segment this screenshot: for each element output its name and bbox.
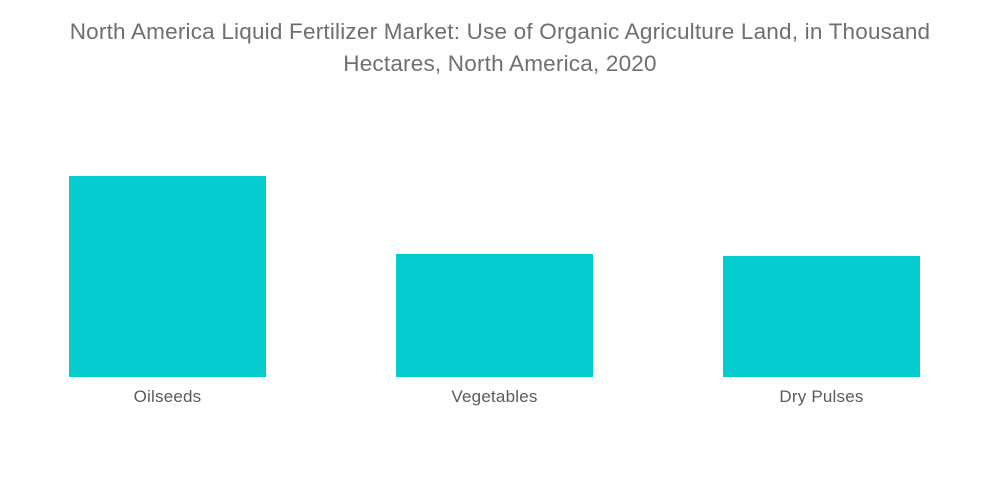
plot-area: Oilseeds Vegetables Dry Pulses bbox=[69, 0, 920, 406]
chart-title-line-1: North America Liquid Fertilizer Market: … bbox=[69, 19, 931, 44]
category-label: Oilseeds bbox=[133, 387, 202, 406]
bar-group-dry-pulses: Dry Pulses bbox=[723, 0, 920, 406]
bar bbox=[723, 256, 920, 377]
chart-title-line-2: Hectares, North America, 2020 bbox=[343, 51, 657, 76]
bar-group-vegetables: Vegetables bbox=[396, 0, 593, 406]
bar bbox=[396, 254, 593, 377]
bar-group-oilseeds: Oilseeds bbox=[69, 0, 266, 406]
category-label: Dry Pulses bbox=[779, 387, 864, 406]
category-label: Vegetables bbox=[451, 387, 538, 406]
bar bbox=[69, 176, 266, 377]
chart-title: North America Liquid Fertilizer Market: … bbox=[0, 16, 1000, 80]
